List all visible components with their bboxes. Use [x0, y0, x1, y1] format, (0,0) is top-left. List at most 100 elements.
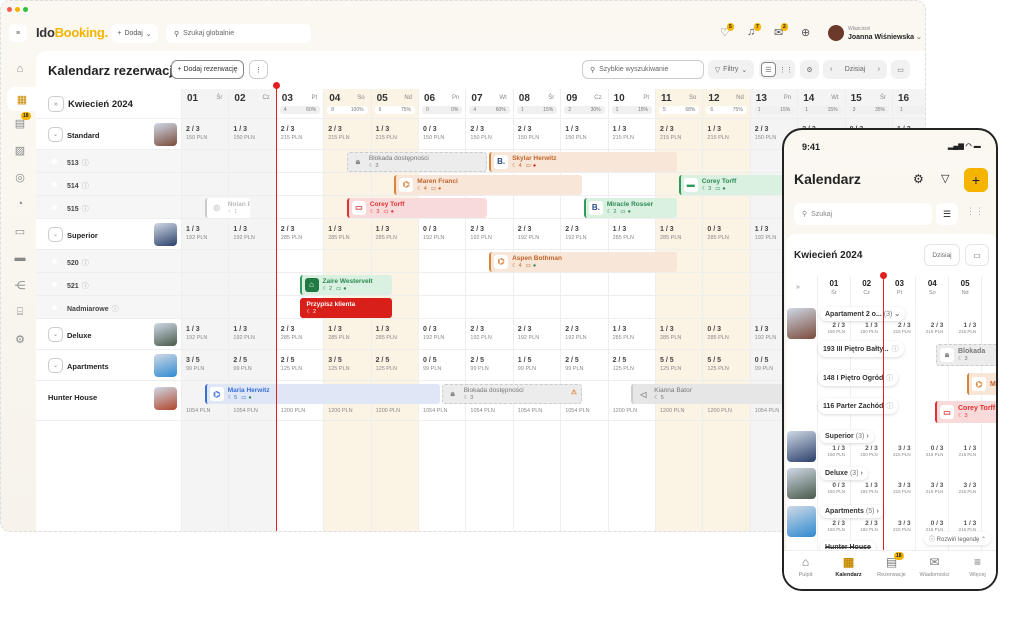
booking-bar[interactable]: 🔒︎ Blokada dostępności ☾ 3: [346, 151, 488, 172]
grid-view-icon[interactable]: ⋮⋮: [779, 66, 793, 74]
room-checkbox[interactable]: [52, 305, 57, 310]
phone-day-header[interactable]: 02 Cz: [849, 276, 883, 302]
heart-button[interactable]: ♡ 5: [720, 23, 734, 39]
day-header[interactable]: 06 Pn 0 0%: [418, 89, 466, 119]
sidebar-item[interactable]: ▬: [11, 249, 29, 267]
add-button[interactable]: +: [964, 168, 988, 192]
nav-item-wiadomości[interactable]: ✉ Wiadomości: [913, 551, 956, 578]
sidebar-item[interactable]: ⌸: [11, 303, 29, 321]
chevron-left-icon[interactable]: ‹: [830, 66, 833, 73]
minimize-dot[interactable]: [15, 7, 20, 12]
filters-button[interactable]: ▽ Filtry ⌄: [708, 60, 754, 79]
more-options-button[interactable]: ⋮: [249, 60, 268, 79]
gear-icon[interactable]: ⚙: [913, 172, 924, 186]
grid-view-icon[interactable]: ⋮⋮: [966, 206, 984, 216]
category-name[interactable]: Hunter House: [48, 393, 98, 402]
date-picker-button[interactable]: ▭: [891, 60, 910, 79]
day-header[interactable]: 05 Nd 6 75%: [370, 89, 418, 119]
global-search-input[interactable]: Szukaj globalnie: [183, 30, 235, 37]
phone-booking-bar[interactable]: 🔒︎ Blokada ☾ 3: [936, 344, 996, 366]
category-name[interactable]: Apartments: [67, 361, 109, 371]
calendar-icon[interactable]: ▭: [965, 244, 989, 266]
day-header[interactable]: 11 So 5 68%: [655, 89, 703, 119]
booking-bar[interactable]: ⌬ Maria Herwitz ☾ 5 ▭ ●: [204, 384, 440, 404]
room-label[interactable]: 148 I Piętro Ogród ⓘ: [818, 369, 899, 386]
global-search[interactable]: ⚲ Szukaj globalnie: [166, 24, 311, 43]
user-menu[interactable]: Joanna Wiśniewska ⌄: [848, 33, 922, 41]
day-header[interactable]: 01 Śr: [181, 89, 229, 119]
list-view-icon[interactable]: ☰: [936, 203, 958, 225]
phone-booking-bar[interactable]: ▭ Corey Torff ☾ 3: [935, 401, 996, 423]
category-label[interactable]: Apartament 2 o... (3) ⌄: [820, 307, 906, 321]
collapse-icon[interactable]: »: [796, 284, 800, 291]
logo[interactable]: IdoBooking.: [36, 25, 108, 40]
day-header[interactable]: 02 Cz: [228, 89, 276, 119]
booking-bar[interactable]: Przypisz klienta ☾ 2: [299, 297, 393, 318]
room-label[interactable]: 116 Parter Zachód ⓘ: [818, 398, 899, 414]
booking-bar[interactable]: ◎Nolan Philips☾ 1: [204, 197, 251, 218]
today-button[interactable]: Dzisiaj: [844, 66, 866, 73]
phone-booking-bar[interactable]: ⌬ M: [967, 373, 996, 395]
bell-button[interactable]: ♫ 7: [747, 23, 761, 38]
expand-legend-button[interactable]: ⓘ Rozwiń legendę ⌃: [924, 532, 992, 545]
search-input[interactable]: ⚲ Szukaj: [794, 203, 932, 225]
add-dropdown[interactable]: + Dodaj ⌄: [111, 24, 158, 43]
day-header[interactable]: 14 Wt 1 15%: [797, 89, 845, 119]
booking-bar[interactable]: ⌬ Aspen Bothman ☾ 4 ▭ ●: [489, 251, 677, 272]
category-name[interactable]: Standard: [67, 130, 100, 140]
category-name[interactable]: Deluxe: [67, 330, 92, 340]
day-header[interactable]: 15 Śr 3 35%: [844, 89, 892, 119]
sidebar-item[interactable]: ⚙: [11, 330, 29, 348]
phone-day-header[interactable]: 05 Nd: [948, 276, 981, 302]
phone-day-header[interactable]: 0P: [981, 276, 996, 302]
day-header[interactable]: 09 Cz 2 30%: [560, 89, 608, 119]
day-header[interactable]: 08 Śr 1 15%: [512, 89, 561, 119]
room-checkbox[interactable]: [52, 205, 57, 210]
sidebar-item[interactable]: ▭: [11, 222, 29, 240]
maximize-dot[interactable]: [23, 7, 28, 12]
info-icon[interactable]: ⓘ: [81, 182, 89, 190]
close-dot[interactable]: [7, 7, 12, 12]
day-header[interactable]: 07 Wt 4 60%: [465, 89, 513, 119]
booking-bar[interactable]: ⌂ Zaire Westervelt ☾ 2 ▭ ●: [299, 274, 393, 295]
info-icon[interactable]: ⓘ: [81, 205, 89, 213]
sidebar-item[interactable]: ▤ 18: [11, 112, 31, 132]
day-header[interactable]: 13 Pn 1 15%: [749, 89, 798, 119]
phone-day-header[interactable]: 04 So: [915, 276, 949, 302]
day-header[interactable]: 10 Pt 1 15%: [607, 89, 655, 119]
day-header[interactable]: 03 Pt 4 60%: [275, 89, 324, 119]
avatar[interactable]: [828, 25, 844, 41]
phone-day-header[interactable]: 01 Śr: [817, 276, 850, 302]
sidebar-item[interactable]: ◔: [11, 195, 29, 213]
nav-item-pulpit[interactable]: ⌂ Pulpit: [784, 551, 827, 578]
info-icon[interactable]: ⓘ: [81, 282, 89, 290]
booking-bar[interactable]: ▭ Corey Torff ☾ 3 ▭ ●: [346, 197, 488, 218]
nav-item-więcej[interactable]: ≡ Więcej: [956, 551, 996, 578]
chat-button[interactable]: ✉ 2: [774, 23, 788, 39]
expand-toggle[interactable]: ⌄: [48, 358, 63, 373]
info-icon[interactable]: ⓘ: [81, 159, 89, 167]
category-label[interactable]: Superior (3) ›: [820, 430, 874, 443]
booking-bar[interactable]: B. Skylar Herwitz ☾ 4 ▭ ●: [489, 151, 677, 172]
expand-toggle[interactable]: ⌄: [48, 227, 63, 242]
booking-bar[interactable]: 🔒︎ Blokada dostępności ☾ 3 ⚠: [441, 384, 582, 404]
day-header[interactable]: 16 1: [892, 89, 925, 119]
day-header[interactable]: 12 Nd 6 75%: [702, 89, 750, 119]
category-name[interactable]: Superior: [67, 230, 98, 240]
collapse-all-button[interactable]: »: [48, 96, 64, 112]
add-reservation-button[interactable]: + Dodaj rezerwację: [171, 60, 244, 79]
chevron-right-icon[interactable]: ›: [877, 66, 880, 73]
category-label[interactable]: Apartments (5) ›: [820, 505, 884, 518]
filter-icon[interactable]: ▽: [941, 173, 950, 185]
today-button[interactable]: Dzisiaj: [924, 244, 960, 266]
booking-bar[interactable]: ⌬ Maren Franci ☾ 4 ▭ ●: [394, 174, 582, 195]
room-checkbox[interactable]: [52, 259, 57, 264]
booking-bar[interactable]: ◁ Kianna Bator ☾ 5: [631, 384, 819, 404]
room-checkbox[interactable]: [52, 282, 57, 287]
list-view-icon[interactable]: ☰: [761, 62, 776, 77]
room-checkbox[interactable]: [52, 182, 57, 187]
info-icon[interactable]: ⓘ: [81, 259, 89, 267]
settings-button[interactable]: ⚙: [800, 60, 819, 79]
room-label[interactable]: 193 III Piętro Bałty... ⓘ: [818, 341, 904, 357]
menu-button[interactable]: ≡: [9, 24, 27, 42]
